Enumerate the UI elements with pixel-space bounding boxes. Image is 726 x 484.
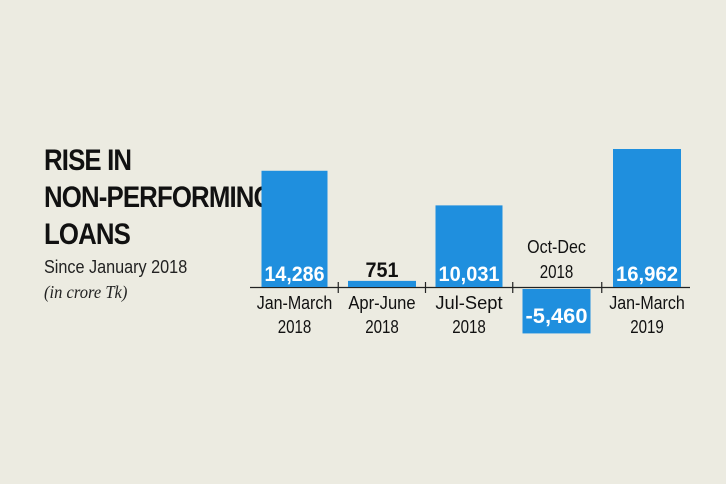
category-label: 2018 — [540, 262, 574, 282]
category-label: Oct-Dec — [527, 237, 586, 257]
category-label: 2019 — [630, 317, 664, 337]
bar — [348, 280, 416, 287]
bar — [613, 149, 681, 287]
chart-title-line-1: RISE IN — [44, 144, 132, 177]
bar-value-label: 751 — [366, 259, 399, 282]
category-label: 2018 — [278, 317, 312, 337]
bar-value-label: 16,962 — [616, 263, 678, 286]
bar — [522, 289, 591, 334]
category-label: 2018 — [365, 317, 399, 337]
chart-subtitle: Since January 2018 — [44, 257, 188, 277]
category-label: Jul-Sept — [435, 293, 502, 313]
title-block: RISE IN NON-PERFORMING LOANS Since Janua… — [44, 142, 274, 303]
bar-value-label: 10,031 — [439, 263, 500, 286]
bar-value-label: 14,286 — [265, 263, 325, 286]
bar — [435, 205, 503, 287]
category-label: Apr-June — [348, 293, 415, 313]
bar — [261, 170, 328, 287]
category-label: Jan-March — [257, 293, 333, 313]
category-label: Jan-March — [609, 293, 685, 313]
unit-label: (in crore Tk) — [44, 282, 128, 302]
chart-title-line-3: LOANS — [44, 218, 131, 251]
bar-value-label: -5,460 — [526, 305, 588, 328]
category-label: 2018 — [452, 317, 486, 337]
